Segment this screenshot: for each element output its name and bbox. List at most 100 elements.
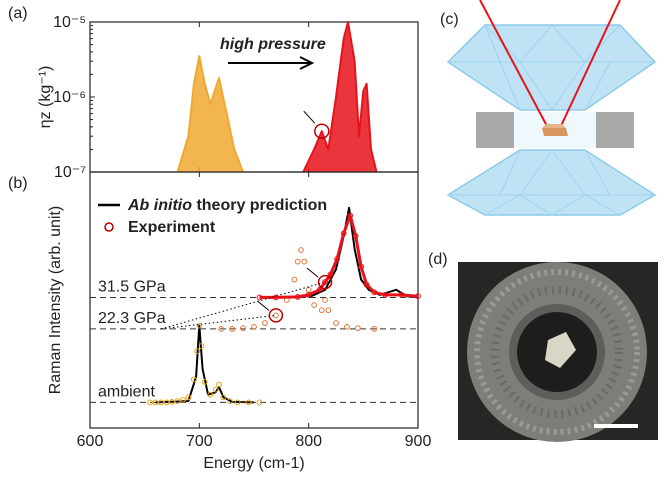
data-point [227,398,233,405]
data-point [291,276,298,283]
data-point [207,391,214,398]
data-point [216,381,222,388]
series-line [302,21,378,173]
plot-frame [89,171,419,429]
legend-label: Ab initio theory prediction [127,197,327,214]
x-tick-label: 700 [186,433,213,450]
sample-top [542,124,566,128]
data-point [147,399,154,406]
data-point [358,263,365,270]
highlight [314,123,330,139]
data-point [198,343,205,349]
data-point [340,230,347,237]
data-point [218,326,225,332]
data-point [180,396,186,403]
data-point [201,379,208,385]
gasket [476,112,514,148]
highlight [317,274,333,290]
annotation: high pressure [220,36,326,53]
data-point [256,294,263,301]
data-point [316,286,323,293]
data-point [363,281,370,288]
upper-diamond [446,24,657,111]
data-point [194,348,201,355]
data-point [251,323,257,330]
data-point [344,323,350,330]
x-tick-label: 600 [77,433,104,450]
data-point [245,399,252,406]
arrow [228,56,315,70]
gasket [596,112,634,148]
data-point [185,394,192,401]
crystal [545,332,576,368]
panel-label: (b) [8,175,28,192]
panel-label: (c) [440,11,459,28]
pointer [303,110,316,124]
legend-label: Experiment [128,219,216,236]
facets [448,149,655,216]
y-tick-label: 10⁻⁵ [53,14,86,31]
laser [479,0,549,129]
data-point [382,291,389,298]
data-point [352,233,359,239]
data-point [152,399,159,406]
data-point [169,398,175,405]
series-label: ambient [98,383,155,400]
data-point [318,307,325,314]
lower-diamond [446,149,657,216]
data-point [272,294,279,301]
scale-bar [594,424,638,428]
texture [491,286,623,418]
data-point [158,399,164,406]
series-line [155,206,419,404]
anvil-illustration [446,0,657,216]
facets [448,24,655,111]
data-point [294,294,301,300]
laser [559,0,621,129]
data-point [322,279,328,285]
legend-marker [104,222,114,232]
texture [474,269,640,435]
pointer [257,300,270,311]
y-axis-label: Raman Intensity (arb. unit) [47,206,64,395]
data-point [262,320,268,326]
data-point [229,326,236,332]
data-point [305,286,312,293]
y-tick-label: 10⁻⁶ [53,89,86,106]
data-point [334,256,340,262]
legend-rest: theory prediction [196,197,327,214]
y-tick-label: 10⁻⁷ [54,164,86,181]
pointer [306,267,319,278]
panel-label: (a) [8,5,28,22]
data-point [301,258,308,265]
data-point [398,291,405,298]
series-line [259,214,419,299]
panel-label: (d) [428,251,448,268]
x-tick-label: 800 [295,433,322,450]
x-axis-label: Energy (cm-1) [203,455,304,472]
guide [161,314,276,330]
data-point [371,289,378,296]
x-tick-label: 900 [405,433,432,450]
data-point [327,271,334,278]
micrograph [458,262,658,442]
data-point [415,293,421,300]
legend-italic: Ab initio [127,197,196,214]
data-point [174,398,181,405]
data-point [190,376,197,383]
data-point [347,212,354,219]
data-point [333,320,339,326]
sample [542,128,568,136]
series-label: 31.5 GPa [98,278,166,295]
y-axis-label: ηz (kg⁻¹) [37,66,54,129]
data-point [322,297,328,303]
series-line [176,55,245,173]
data-point [371,326,378,332]
highlight [268,308,284,323]
data-point [298,247,304,253]
guide [160,281,326,330]
series-label: 22.3 GPa [98,310,166,327]
data-point [240,325,246,332]
